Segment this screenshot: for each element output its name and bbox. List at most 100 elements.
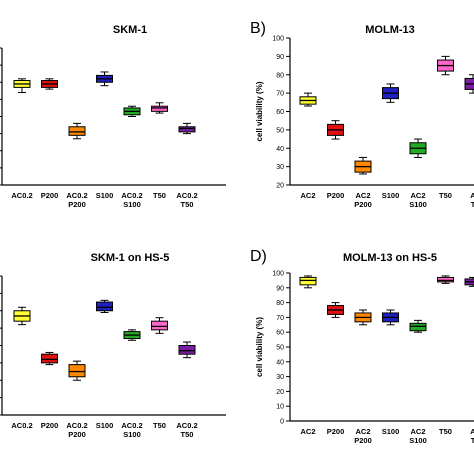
y-tick-label: 30 bbox=[276, 374, 284, 381]
category-label: S100 bbox=[409, 200, 427, 209]
category-label: T50 bbox=[181, 200, 194, 209]
category-label: AC0.2 bbox=[121, 421, 142, 430]
box-1: AC0.2 bbox=[11, 78, 33, 200]
category-label: AC2 bbox=[355, 427, 370, 436]
category-label: S100 bbox=[382, 427, 400, 436]
panel-letter: B) bbox=[250, 20, 266, 37]
category-label: AC2 bbox=[410, 191, 425, 200]
y-tick-label: 100 bbox=[272, 271, 284, 278]
category-label: AC2 bbox=[355, 191, 370, 200]
box-7: AT bbox=[464, 276, 474, 445]
category-label: P200 bbox=[327, 191, 345, 200]
panel-letter: D) bbox=[250, 248, 267, 265]
category-label: P200 bbox=[41, 191, 59, 200]
y-tick-label: 20 bbox=[276, 183, 284, 190]
category-label: T50 bbox=[153, 191, 166, 200]
box-2: P200 bbox=[41, 351, 59, 430]
category-label: AC0.2 bbox=[176, 191, 197, 200]
box-1: AC0.2 bbox=[11, 306, 33, 430]
box-4: S100 bbox=[382, 83, 400, 200]
category-label: P200 bbox=[41, 421, 59, 430]
y-axis-label: cell viability (%) bbox=[255, 317, 264, 377]
box-body bbox=[178, 126, 196, 133]
category-label: S100 bbox=[96, 191, 114, 200]
box-body bbox=[437, 276, 454, 283]
category-label: T50 bbox=[153, 421, 166, 430]
box-body bbox=[41, 353, 58, 364]
category-label: AC0.2 bbox=[66, 421, 87, 430]
category-label: AC0.2 bbox=[176, 421, 197, 430]
box-1: AC2 bbox=[299, 92, 317, 200]
category-label: A bbox=[470, 427, 474, 436]
y-tick-label: 90 bbox=[276, 54, 284, 61]
y-tick-label: 100 bbox=[272, 36, 284, 43]
box-body bbox=[68, 126, 86, 136]
box-body bbox=[178, 345, 196, 355]
y-tick-label: 90 bbox=[276, 285, 284, 292]
category-label: S100 bbox=[123, 430, 141, 439]
chart-title: SKM-1 bbox=[113, 24, 147, 36]
category-label: T50 bbox=[181, 430, 194, 439]
category-label: T bbox=[471, 200, 474, 209]
y-tick-label: 60 bbox=[276, 109, 284, 116]
category-label: P200 bbox=[354, 200, 372, 209]
category-label: S100 bbox=[382, 191, 400, 200]
category-label: T50 bbox=[439, 191, 452, 200]
category-label: AC0.2 bbox=[11, 421, 32, 430]
box-body bbox=[409, 322, 427, 332]
box-4: S100 bbox=[96, 299, 114, 430]
category-label: AC2 bbox=[300, 427, 315, 436]
y-tick-label: 70 bbox=[276, 315, 284, 322]
category-label: S100 bbox=[123, 200, 141, 209]
y-tick-label: 0 bbox=[280, 419, 284, 426]
category-label: AC0.2 bbox=[121, 191, 142, 200]
box-6: T50 bbox=[437, 55, 454, 200]
category-label: P200 bbox=[354, 436, 372, 445]
y-tick-label: 40 bbox=[276, 359, 284, 366]
box-body bbox=[96, 301, 113, 312]
box-6: T50 bbox=[151, 102, 168, 200]
y-tick-label: 60 bbox=[276, 330, 284, 337]
box-body bbox=[299, 276, 317, 286]
category-label: T50 bbox=[439, 427, 452, 436]
box-6: T50 bbox=[151, 317, 168, 430]
y-axis-label: cell viability (%) bbox=[255, 81, 264, 141]
box-body bbox=[68, 364, 86, 378]
box-body bbox=[151, 320, 168, 331]
box-body bbox=[151, 105, 168, 112]
panel-4: 0 10 20 30 40 50 60 70 80 90 100 MOLM-13 on HS-5 D) c… bbox=[250, 248, 474, 445]
box-7: AT bbox=[464, 74, 474, 209]
box-6: T50 bbox=[437, 275, 454, 436]
category-label: P200 bbox=[68, 200, 86, 209]
box-2: P200 bbox=[41, 78, 59, 200]
chart-title: MOLM-13 bbox=[365, 24, 415, 36]
category-label: S100 bbox=[96, 421, 114, 430]
box-2: P200 bbox=[327, 120, 345, 200]
y-tick-label: 30 bbox=[276, 164, 284, 171]
category-label: AC2 bbox=[410, 427, 425, 436]
category-label: S100 bbox=[409, 436, 427, 445]
chart-title: SKM-1 on HS-5 bbox=[91, 252, 170, 264]
chart-title: MOLM-13 on HS-5 bbox=[343, 252, 437, 264]
box-1: AC2 bbox=[299, 275, 317, 436]
category-label: AC0.2 bbox=[11, 191, 32, 200]
panel-2: 20 30 40 50 60 70 80 90 100 MOLM-13 B) cell viabili… bbox=[250, 20, 474, 209]
y-tick-label: 20 bbox=[276, 389, 284, 396]
category-label: P200 bbox=[68, 430, 86, 439]
y-tick-label: 40 bbox=[276, 146, 284, 153]
category-label: P200 bbox=[327, 427, 345, 436]
box-4: S100 bbox=[96, 71, 114, 200]
y-tick-label: 50 bbox=[276, 345, 284, 352]
y-tick-label: 70 bbox=[276, 91, 284, 98]
